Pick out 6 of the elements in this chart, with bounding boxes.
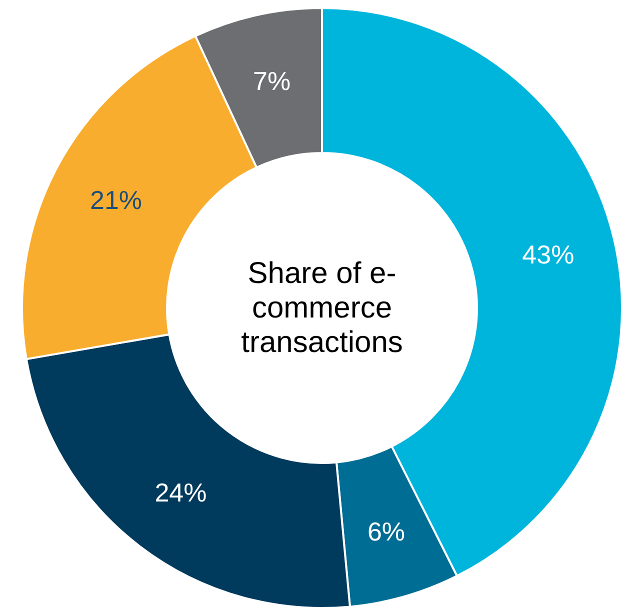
text: Share of e-commerce transactions xyxy=(241,257,403,359)
data-label: 43% xyxy=(522,239,574,270)
data-label: 7% xyxy=(252,66,291,96)
data-label: 24% xyxy=(154,478,207,508)
data-label: 21% xyxy=(90,185,142,216)
data-label: 6% xyxy=(367,516,406,546)
